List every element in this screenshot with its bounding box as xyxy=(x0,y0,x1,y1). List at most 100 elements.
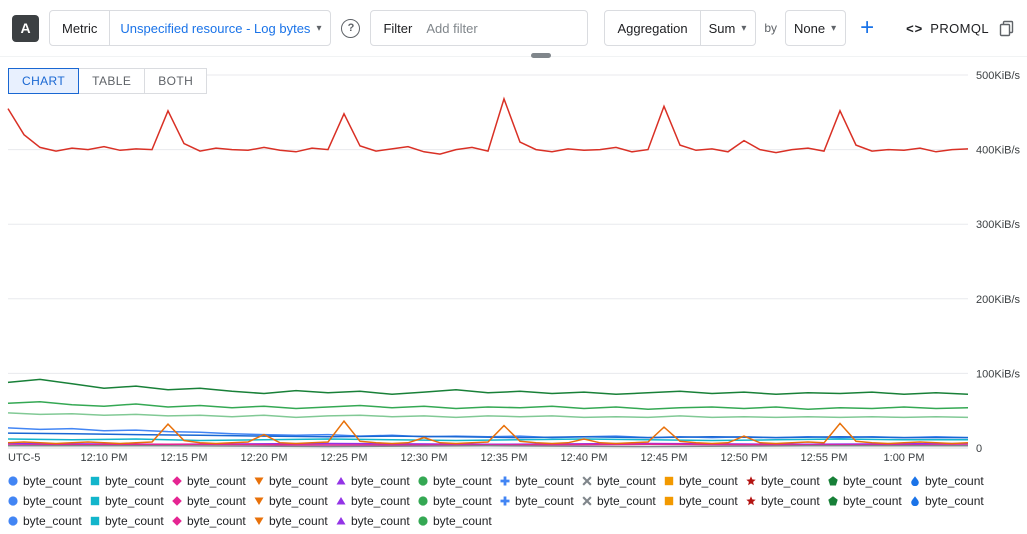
resize-handle[interactable] xyxy=(531,53,551,58)
triangle-down-icon xyxy=(254,497,264,505)
legend-item[interactable]: byte_count xyxy=(172,511,254,531)
x-tick-label: 1:00 PM xyxy=(884,452,925,464)
series-line xyxy=(7,419,969,445)
metric-selector[interactable]: Metric Unspecified resource - Log bytes … xyxy=(49,10,332,46)
diamond-icon xyxy=(172,476,182,486)
legend-item[interactable]: byte_count xyxy=(418,471,500,491)
x-tick-label: 12:10 PM xyxy=(80,452,127,464)
square-icon xyxy=(664,476,674,486)
legend-item[interactable]: byte_count xyxy=(336,491,418,511)
legend-label: byte_count xyxy=(843,494,902,508)
add-query-button[interactable]: + xyxy=(860,14,875,41)
x-tick-label: 12:30 PM xyxy=(400,452,447,464)
legend-item[interactable]: byte_count xyxy=(418,491,500,511)
legend-item[interactable]: byte_count xyxy=(418,511,500,531)
y-axis-label: 100KiB/s xyxy=(976,368,1021,380)
legend-label: byte_count xyxy=(187,474,246,488)
tab-both[interactable]: BOTH xyxy=(145,68,208,94)
promql-button[interactable]: <> PROMQL xyxy=(906,21,989,36)
circle-icon xyxy=(8,516,18,526)
legend-label: byte_count xyxy=(23,514,82,528)
chart-legend: byte_count byte_count byte_count byte_count… xyxy=(0,469,1027,531)
series-line xyxy=(7,443,968,446)
triangle-up-icon xyxy=(336,497,346,505)
square-icon xyxy=(90,476,100,486)
legend-item[interactable]: byte_count xyxy=(828,471,910,491)
legend-label: byte_count xyxy=(597,494,656,508)
query-toolbar: A Metric Unspecified resource - Log byte… xyxy=(0,0,1027,58)
x-tick-label: 12:25 PM xyxy=(320,452,367,464)
legend-item[interactable]: byte_count xyxy=(828,491,910,511)
y-axis-label: 0 xyxy=(976,443,982,455)
triangle-up-icon xyxy=(336,517,346,525)
legend-label: byte_count xyxy=(761,474,820,488)
promql-label: PROMQL xyxy=(930,20,989,36)
legend-item[interactable]: byte_count xyxy=(254,471,336,491)
chevron-down-icon: ▾ xyxy=(316,22,322,34)
legend-label: byte_count xyxy=(843,474,902,488)
legend-item[interactable]: byte_count xyxy=(582,491,664,511)
by-label: by xyxy=(764,21,778,35)
group-by-selector[interactable]: None ▾ xyxy=(785,10,847,46)
legend-label: byte_count xyxy=(105,494,164,508)
legend-item[interactable]: byte_count xyxy=(500,471,582,491)
chevron-down-icon: ▾ xyxy=(831,22,837,34)
legend-item[interactable]: byte_count xyxy=(336,511,418,531)
legend-label: byte_count xyxy=(433,494,492,508)
circle-icon xyxy=(418,476,428,486)
timezone-label: UTC-5 xyxy=(8,452,40,464)
legend-label: byte_count xyxy=(925,474,984,488)
legend-item[interactable]: byte_count xyxy=(582,471,664,491)
x-tick-label: 12:15 PM xyxy=(160,452,207,464)
legend-item[interactable]: byte_count xyxy=(910,471,992,491)
legend-item[interactable]: byte_count xyxy=(90,471,172,491)
legend-item[interactable]: byte_count xyxy=(8,511,90,531)
tab-table[interactable]: TABLE xyxy=(79,68,146,94)
copy-icon[interactable] xyxy=(999,20,1015,37)
legend-item[interactable]: byte_count xyxy=(172,471,254,491)
legend-label: byte_count xyxy=(187,514,246,528)
legend-item[interactable]: byte_count xyxy=(90,511,172,531)
legend-label: byte_count xyxy=(597,474,656,488)
legend-item[interactable]: byte_count xyxy=(254,491,336,511)
legend-item[interactable]: byte_count xyxy=(8,471,90,491)
triangle-down-icon xyxy=(254,517,264,525)
filter-label: Filter xyxy=(383,20,413,36)
star-icon xyxy=(746,496,756,506)
diamond-icon xyxy=(172,516,182,526)
legend-item[interactable]: byte_count xyxy=(664,491,746,511)
x-tick-label: 12:40 PM xyxy=(560,452,607,464)
legend-label: byte_count xyxy=(269,474,328,488)
filter-control[interactable]: Filter xyxy=(370,10,589,46)
legend-item[interactable]: byte_count xyxy=(500,491,582,511)
legend-item[interactable]: byte_count xyxy=(746,471,828,491)
legend-item[interactable]: byte_count xyxy=(172,491,254,511)
legend-label: byte_count xyxy=(351,474,410,488)
legend-label: byte_count xyxy=(269,514,328,528)
star-icon xyxy=(746,476,756,486)
legend-item[interactable]: byte_count xyxy=(910,491,992,511)
series-line xyxy=(7,400,969,410)
legend-item[interactable]: byte_count xyxy=(746,491,828,511)
plus-icon xyxy=(500,496,510,506)
drop-icon xyxy=(911,496,919,506)
legend-label: byte_count xyxy=(679,494,738,508)
filter-input[interactable] xyxy=(424,20,588,36)
tab-chart[interactable]: CHART xyxy=(8,68,80,94)
help-icon[interactable]: ? xyxy=(341,18,361,38)
legend-item[interactable]: byte_count xyxy=(90,491,172,511)
chart-view-tabs: CHART TABLE BOTH xyxy=(8,68,208,94)
y-axis-label: 400KiB/s xyxy=(976,145,1021,157)
series-line xyxy=(7,378,969,396)
x-tick-label: 12:55 PM xyxy=(800,452,847,464)
legend-item[interactable]: byte_count xyxy=(254,511,336,531)
aggregation-selector[interactable]: Aggregation Sum ▾ xyxy=(604,10,757,46)
legend-label: byte_count xyxy=(105,474,164,488)
x-icon xyxy=(582,476,592,486)
x-icon xyxy=(582,496,592,506)
legend-item[interactable]: byte_count xyxy=(336,471,418,491)
triangle-down-icon xyxy=(254,477,264,485)
legend-item[interactable]: byte_count xyxy=(664,471,746,491)
legend-label: byte_count xyxy=(105,514,164,528)
legend-item[interactable]: byte_count xyxy=(8,491,90,511)
